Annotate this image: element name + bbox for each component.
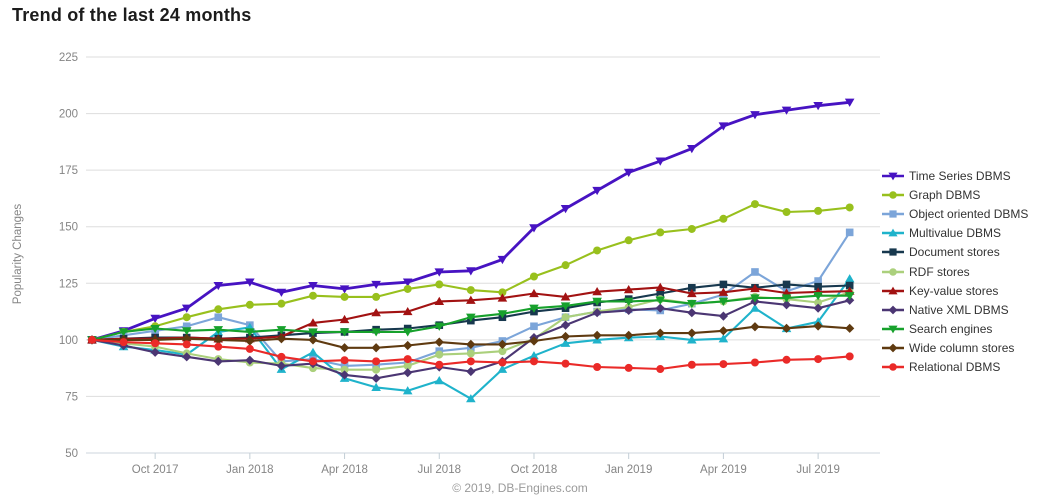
legend-label: Key-value stores bbox=[909, 283, 999, 298]
legend-item-multivalue-dbms[interactable]: Multivalue DBMS bbox=[882, 224, 1028, 243]
legend-label: Wide column stores bbox=[909, 341, 1015, 356]
y-tick-label: 75 bbox=[65, 391, 78, 403]
x-tick-label: Jul 2018 bbox=[418, 464, 461, 476]
x-tick-label: Apr 2018 bbox=[321, 464, 368, 476]
time-series-dbms-marker-icon bbox=[882, 172, 904, 180]
legend-item-relational-dbms[interactable]: Relational DBMS bbox=[882, 358, 1028, 377]
y-tick-label: 125 bbox=[59, 278, 78, 290]
relational-dbms-marker-icon bbox=[882, 363, 904, 372]
multivalue-dbms-marker-icon bbox=[882, 228, 904, 237]
legend-item-wide-column-stores[interactable]: Wide column stores bbox=[882, 339, 1028, 358]
legend-label: Time Series DBMS bbox=[909, 168, 1011, 183]
search-engines-marker-icon bbox=[882, 325, 904, 334]
y-tick-label: 50 bbox=[65, 448, 78, 460]
legend-item-search-engines[interactable]: Search engines bbox=[882, 320, 1028, 339]
copyright-link[interactable]: © 2019, DB-Engines.com bbox=[452, 481, 588, 495]
legend-item-native-xml-dbms[interactable]: Native XML DBMS bbox=[882, 300, 1028, 319]
x-tick-label: Jan 2018 bbox=[226, 464, 273, 476]
x-tick-label: Jul 2019 bbox=[796, 464, 839, 476]
legend-label: Multivalue DBMS bbox=[909, 226, 1002, 241]
legend-label: Object oriented DBMS bbox=[909, 206, 1029, 221]
graph-dbms-marker-icon bbox=[882, 190, 904, 199]
key-value-stores-marker-icon bbox=[882, 286, 904, 295]
trend-line-chart: 225 200 175 150 125 100 75 50 Oct 2017 Jan 2018 Ap… bbox=[59, 52, 880, 476]
y-tick-label: 225 bbox=[59, 52, 78, 64]
y-tick-label: 150 bbox=[59, 222, 78, 234]
chart-title: Trend of the last 24 months bbox=[12, 5, 252, 25]
legend-item-graph-dbms[interactable]: Graph DBMS bbox=[882, 185, 1028, 204]
native-xml-dbms-marker-icon bbox=[882, 305, 904, 315]
x-tick-label: Oct 2018 bbox=[511, 464, 558, 476]
y-tick-label: 100 bbox=[59, 335, 78, 347]
legend-label: RDF stores bbox=[909, 264, 970, 279]
legend-item-key-value-stores[interactable]: Key-value stores bbox=[882, 281, 1028, 300]
legend-item-document-stores[interactable]: Document stores bbox=[882, 243, 1028, 262]
document-stores-marker-icon bbox=[882, 248, 904, 256]
legend-label: Native XML DBMS bbox=[909, 302, 1009, 317]
x-tick-label: Jan 2019 bbox=[605, 464, 652, 476]
legend-item-time-series-dbms[interactable]: Time Series DBMS bbox=[882, 166, 1028, 185]
legend-item-object-oriented-dbms[interactable]: Object oriented DBMS bbox=[882, 204, 1028, 223]
legend-label: Graph DBMS bbox=[909, 187, 981, 202]
wide-column-stores-marker-icon bbox=[882, 343, 904, 353]
x-tick-label: Oct 2017 bbox=[132, 464, 179, 476]
y-tick-label: 200 bbox=[59, 109, 78, 121]
object-oriented-dbms-marker-icon bbox=[882, 210, 904, 218]
legend-item-rdf-stores[interactable]: RDF stores bbox=[882, 262, 1028, 281]
legend-label: Relational DBMS bbox=[909, 360, 1001, 375]
x-tick-label: Apr 2019 bbox=[700, 464, 747, 476]
series-line bbox=[90, 100, 852, 342]
legend-label: Search engines bbox=[909, 322, 993, 337]
legend: Time Series DBMS Graph DBMS Object oriente… bbox=[882, 166, 1028, 377]
y-tick-label: 175 bbox=[59, 165, 78, 177]
rdf-stores-marker-icon bbox=[882, 267, 904, 276]
legend-label: Document stores bbox=[909, 245, 1000, 260]
